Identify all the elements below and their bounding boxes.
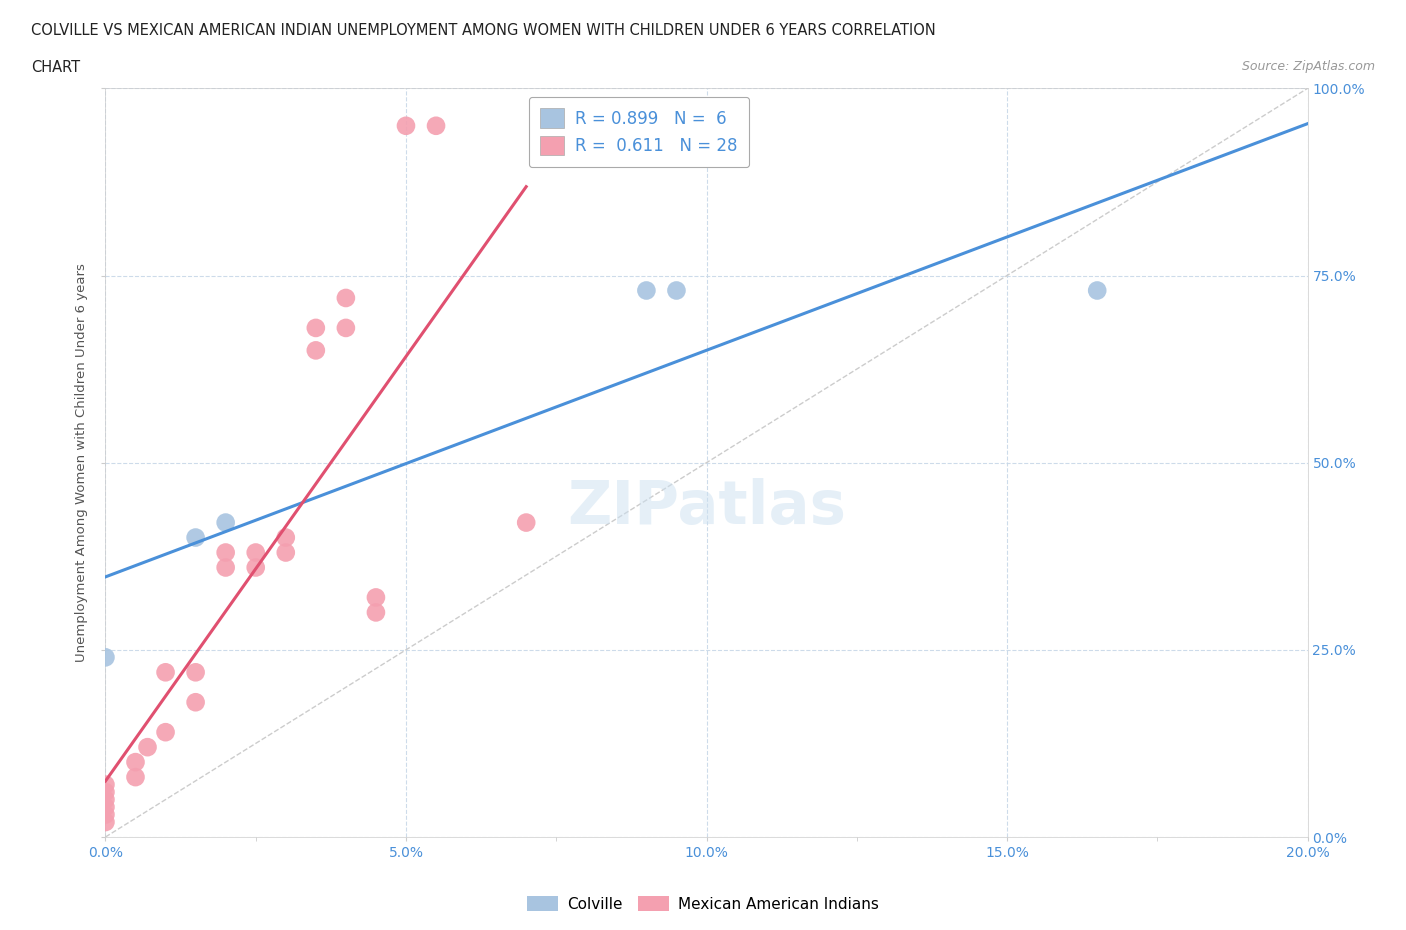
Point xyxy=(94,800,117,815)
Point xyxy=(94,792,117,807)
Point xyxy=(94,785,117,800)
Point xyxy=(665,283,688,298)
Point xyxy=(94,777,117,792)
Legend: Colville, Mexican American Indians: Colville, Mexican American Indians xyxy=(522,889,884,918)
Text: CHART: CHART xyxy=(31,60,80,75)
Point xyxy=(214,545,236,560)
Point xyxy=(364,605,387,620)
Point xyxy=(124,770,146,785)
Point xyxy=(515,515,537,530)
Point xyxy=(94,807,117,822)
Point xyxy=(214,515,236,530)
Point xyxy=(1085,283,1108,298)
Text: COLVILLE VS MEXICAN AMERICAN INDIAN UNEMPLOYMENT AMONG WOMEN WITH CHILDREN UNDER: COLVILLE VS MEXICAN AMERICAN INDIAN UNEM… xyxy=(31,23,935,38)
Point xyxy=(364,590,387,604)
Point xyxy=(155,724,177,739)
Legend: R = 0.899   N =  6, R =  0.611   N = 28: R = 0.899 N = 6, R = 0.611 N = 28 xyxy=(529,97,749,166)
Text: ZIPatlas: ZIPatlas xyxy=(567,478,846,538)
Point xyxy=(274,530,297,545)
Point xyxy=(305,321,328,336)
Point xyxy=(395,118,418,133)
Point xyxy=(184,530,207,545)
Point xyxy=(425,118,447,133)
Point xyxy=(274,545,297,560)
Y-axis label: Unemployment Among Women with Children Under 6 years: Unemployment Among Women with Children U… xyxy=(75,263,89,662)
Point xyxy=(94,815,117,830)
Point xyxy=(245,560,267,575)
Point xyxy=(184,665,207,680)
Point xyxy=(636,283,658,298)
Point xyxy=(184,695,207,710)
Point xyxy=(335,321,357,336)
Point xyxy=(136,739,159,754)
Point xyxy=(155,665,177,680)
Point xyxy=(214,560,236,575)
Text: Source: ZipAtlas.com: Source: ZipAtlas.com xyxy=(1241,60,1375,73)
Point xyxy=(94,650,117,665)
Point xyxy=(305,343,328,358)
Point xyxy=(245,545,267,560)
Point xyxy=(335,290,357,305)
Point xyxy=(124,755,146,770)
